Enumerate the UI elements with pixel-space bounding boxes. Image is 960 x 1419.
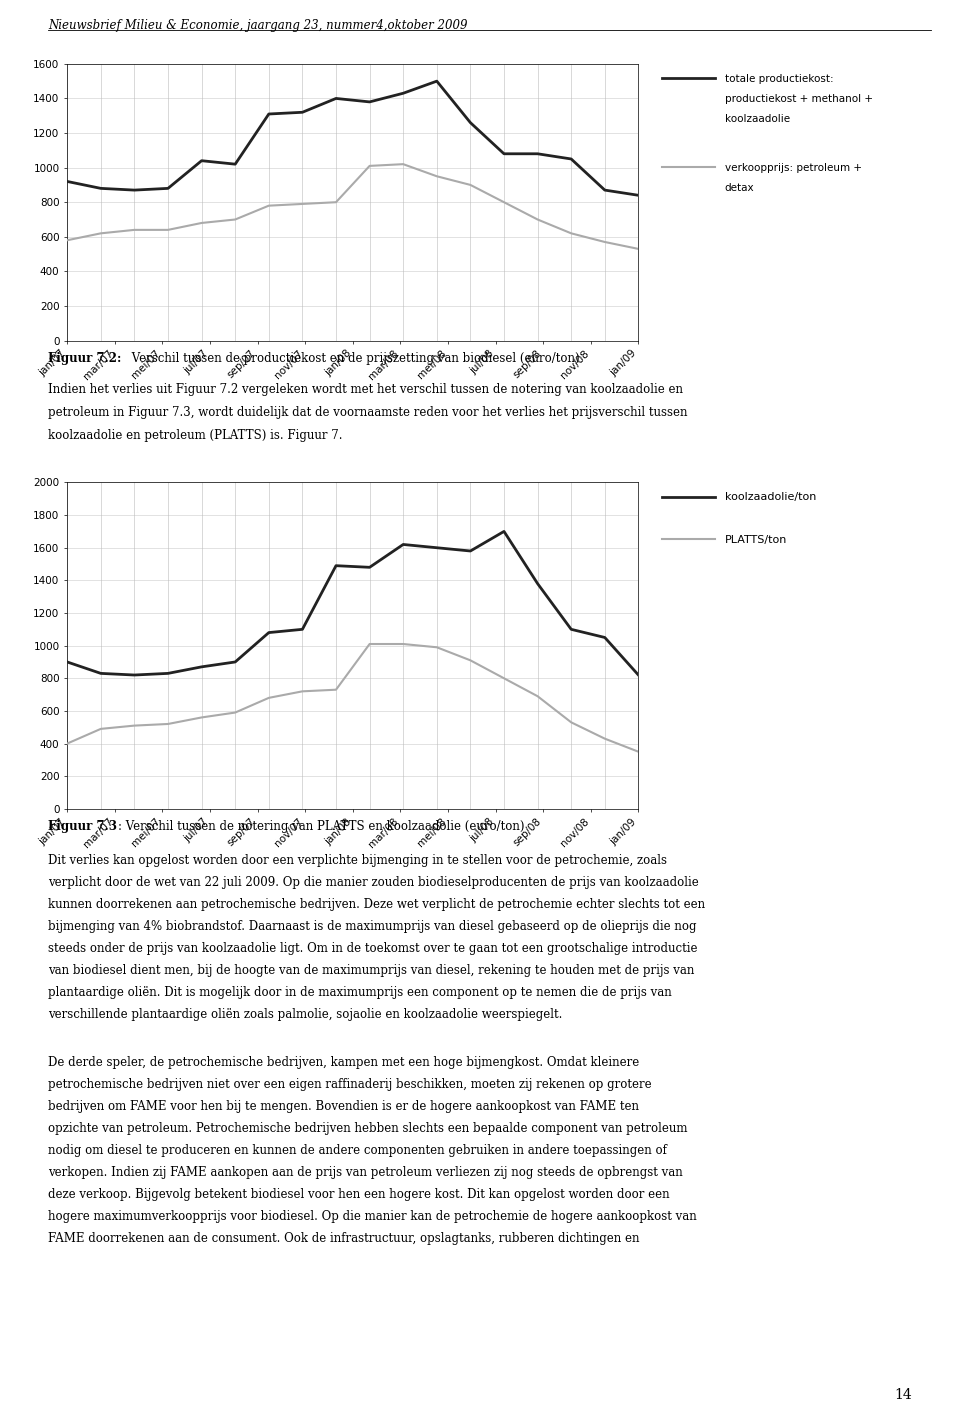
Text: De derde speler, de petrochemische bedrijven, kampen met een hoge bijmengkost. O: De derde speler, de petrochemische bedri… — [48, 1056, 639, 1069]
Text: totale productiekost:: totale productiekost: — [725, 74, 833, 84]
Text: productiekost + methanol +: productiekost + methanol + — [725, 94, 873, 104]
Text: petroleum in Figuur 7.3, wordt duidelijk dat de voornaamste reden voor het verli: petroleum in Figuur 7.3, wordt duidelijk… — [48, 406, 687, 419]
Text: nodig om diesel te produceren en kunnen de andere componenten gebruiken in ander: nodig om diesel te produceren en kunnen … — [48, 1144, 667, 1156]
Text: verschillende plantaardige oliën zoals palmolie, sojaolie en koolzaadolie weersp: verschillende plantaardige oliën zoals p… — [48, 1007, 563, 1022]
Text: hogere maximumverkoopprijs voor biodiesel. Op die manier kan de petrochemie de h: hogere maximumverkoopprijs voor biodiese… — [48, 1209, 697, 1223]
Text: Verschil tussen de productiekost en de prijszetting van biodiesel (euro/ton): Verschil tussen de productiekost en de p… — [128, 352, 579, 365]
Text: Figuur 7.2:: Figuur 7.2: — [48, 352, 121, 365]
Text: FAME doorrekenen aan de consument. Ook de infrastructuur, opslagtanks, rubberen : FAME doorrekenen aan de consument. Ook d… — [48, 1232, 639, 1244]
Text: : Verschil tussen de notering van PLATTS en koolzaadolie (euro/ton): : Verschil tussen de notering van PLATTS… — [118, 820, 524, 833]
Text: steeds onder de prijs van koolzaadolie ligt. Om in de toekomst over te gaan tot : steeds onder de prijs van koolzaadolie l… — [48, 942, 698, 955]
Text: 14: 14 — [895, 1388, 912, 1402]
Text: PLATTS/ton: PLATTS/ton — [725, 535, 787, 545]
Text: Indien het verlies uit Figuur 7.2 vergeleken wordt met het verschil tussen de no: Indien het verlies uit Figuur 7.2 vergel… — [48, 383, 683, 396]
Text: verkopen. Indien zij FAME aankopen aan de prijs van petroleum verliezen zij nog : verkopen. Indien zij FAME aankopen aan d… — [48, 1166, 683, 1179]
Text: bedrijven om FAME voor hen bij te mengen. Bovendien is er de hogere aankoopkost : bedrijven om FAME voor hen bij te mengen… — [48, 1100, 639, 1112]
Text: plantaardige oliën. Dit is mogelijk door in de maximumprijs een component op te : plantaardige oliën. Dit is mogelijk door… — [48, 986, 672, 999]
Text: detax: detax — [725, 183, 755, 193]
Text: van biodiesel dient men, bij de hoogte van de maximumprijs van diesel, rekening : van biodiesel dient men, bij de hoogte v… — [48, 965, 694, 978]
Text: bijmenging van 4% biobrandstof. Daarnaast is de maximumprijs van diesel gebaseer: bijmenging van 4% biobrandstof. Daarnaas… — [48, 921, 697, 934]
Text: opzichte van petroleum. Petrochemische bedrijven hebben slechts een bepaalde com: opzichte van petroleum. Petrochemische b… — [48, 1121, 687, 1135]
Text: deze verkoop. Bijgevolg betekent biodiesel voor hen een hogere kost. Dit kan opg: deze verkoop. Bijgevolg betekent biodies… — [48, 1188, 670, 1200]
Text: koolzaadolie: koolzaadolie — [725, 114, 790, 123]
Text: koolzaadolie en petroleum (PLATTS) is. Figuur 7.: koolzaadolie en petroleum (PLATTS) is. F… — [48, 429, 343, 441]
Text: verkoopprijs: petroleum +: verkoopprijs: petroleum + — [725, 163, 862, 173]
Text: koolzaadolie/ton: koolzaadolie/ton — [725, 492, 816, 502]
Text: Figuur 7.3: Figuur 7.3 — [48, 820, 117, 833]
Text: Nieuwsbrief Milieu & Economie, jaargang 23, nummer4,oktober 2009: Nieuwsbrief Milieu & Economie, jaargang … — [48, 18, 468, 33]
Text: kunnen doorrekenen aan petrochemische bedrijven. Deze wet verplicht de petrochem: kunnen doorrekenen aan petrochemische be… — [48, 898, 706, 911]
Text: petrochemische bedrijven niet over een eigen raffinaderij beschikken, moeten zij: petrochemische bedrijven niet over een e… — [48, 1078, 652, 1091]
Text: Dit verlies kan opgelost worden door een verplichte bijmenging in te stellen voo: Dit verlies kan opgelost worden door een… — [48, 854, 667, 867]
Text: verplicht door de wet van 22 juli 2009. Op die manier zouden biodieselproducente: verplicht door de wet van 22 juli 2009. … — [48, 877, 699, 890]
